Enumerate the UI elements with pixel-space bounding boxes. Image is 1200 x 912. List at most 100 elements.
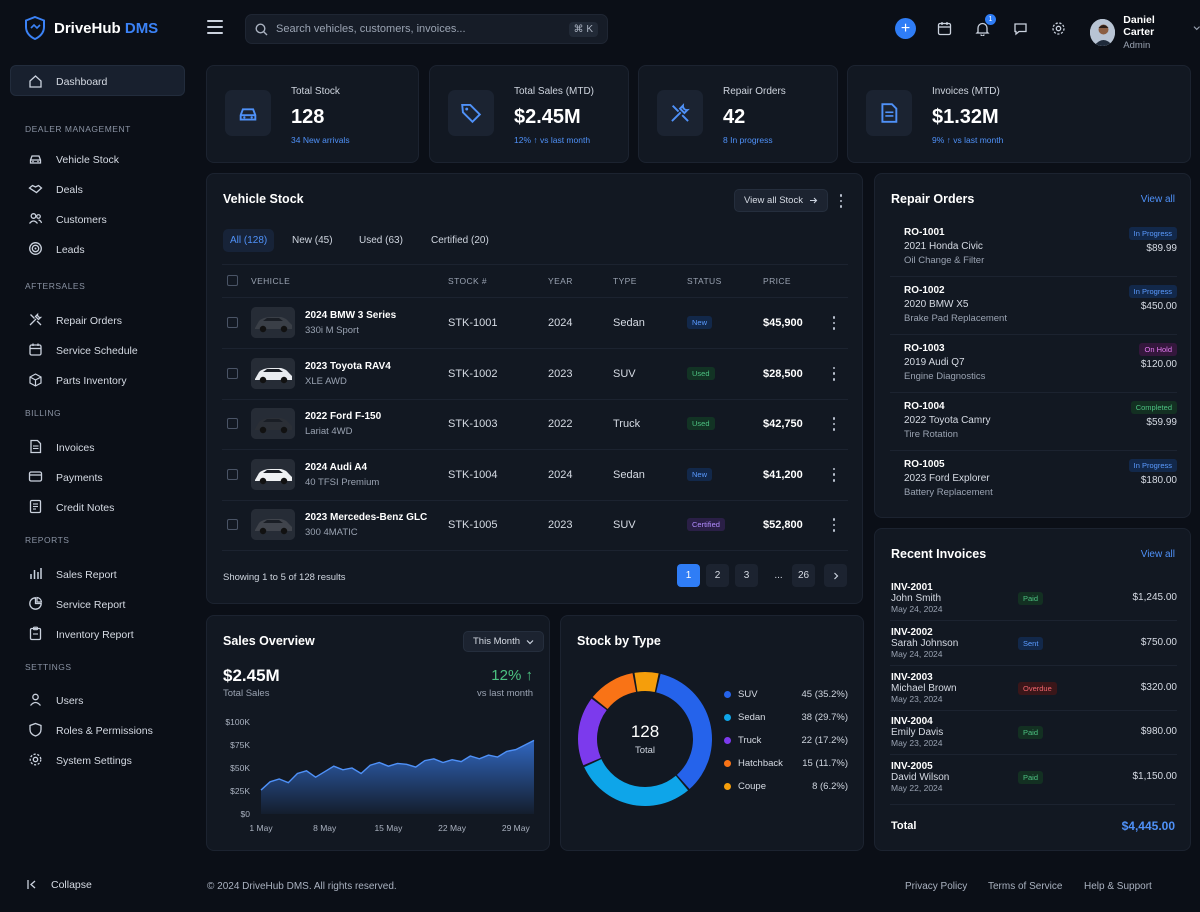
clipboard-icon: [28, 626, 43, 644]
row-more-icon[interactable]: [832, 417, 836, 431]
row-checkbox[interactable]: [227, 418, 238, 429]
sidebar-item-payments[interactable]: Payments: [28, 469, 103, 487]
row-divider: [890, 276, 1177, 277]
user-menu[interactable]: Daniel Carter Admin: [1090, 14, 1200, 51]
row-checkbox[interactable]: [227, 468, 238, 480]
donut-slice-hatchback: [592, 673, 637, 709]
invoice-item[interactable]: INV-2001 John Smith May 24, 2024 Paid $1,245…: [875, 580, 1192, 624]
bell-icon[interactable]: 1: [972, 13, 996, 39]
menu-icon[interactable]: [207, 20, 223, 34]
repair-order-amount: $120.00: [1140, 359, 1177, 370]
repair-order-id: RO-1001: [904, 227, 945, 238]
footer-link[interactable]: Terms of Service: [988, 881, 1063, 892]
row-checkbox[interactable]: [227, 519, 238, 530]
row-more-icon[interactable]: [832, 366, 836, 381]
more-options-icon[interactable]: [839, 194, 843, 208]
select-all-checkbox[interactable]: [227, 275, 238, 286]
collapse-button[interactable]: Collapse: [26, 878, 92, 891]
legend-label: Truck: [738, 735, 762, 746]
gear-icon[interactable]: [1048, 19, 1068, 39]
stock-by-type-card: Stock by Type 128 Total SUV 45 (35.2%) Sed…: [560, 615, 864, 851]
repair-order-item[interactable]: RO-1005 2023 Ford Explorer Battery Replace…: [875, 453, 1192, 511]
stat-card: Repair Orders 42 8 In progress: [638, 65, 838, 163]
page-button[interactable]: 3: [735, 564, 758, 587]
invoice-item[interactable]: INV-2004 Emily Davis May 23, 2024 Paid $980.…: [875, 714, 1192, 758]
sidebar-item-credit-notes[interactable]: Credit Notes: [28, 499, 114, 517]
table-row[interactable]: 2024 BMW 3 Series 330i M Sport STK-1001 202…: [207, 298, 864, 349]
table-row[interactable]: 2023 Toyota RAV4 XLE AWD STK-1002 2023 SUV Us…: [207, 349, 864, 400]
legend-label: Hatchback: [738, 758, 783, 769]
sidebar-item-roles-permissions[interactable]: Roles & Permissions: [28, 722, 153, 740]
sidebar-item-leads[interactable]: Leads: [28, 241, 85, 259]
sidebar-item-invoices[interactable]: Invoices: [28, 439, 95, 457]
sidebar-item-dashboard[interactable]: [10, 65, 185, 96]
calendar-icon: [28, 342, 43, 360]
row-more-icon[interactable]: [832, 316, 836, 330]
tab-new[interactable]: New (45): [292, 235, 333, 246]
invoices-total-value: $4,445.00: [1121, 819, 1175, 833]
row-checkbox[interactable]: [227, 317, 238, 328]
table-row[interactable]: 2022 Ford F-150 Lariat 4WD STK-1003 2022 Tru…: [207, 399, 864, 450]
invoice-customer: Sarah Johnson: [891, 637, 959, 649]
tools-icon: [28, 312, 43, 330]
sidebar-item-service-schedule[interactable]: Service Schedule: [28, 342, 138, 360]
brand-logo[interactable]: DriveHub DMS: [24, 16, 158, 40]
search-bar[interactable]: ⌘ K: [245, 14, 608, 44]
invoices-view-all-link[interactable]: View all: [1140, 549, 1175, 560]
period-select[interactable]: This Month: [463, 631, 544, 652]
sidebar-item-users[interactable]: Users: [28, 692, 83, 710]
chat-icon[interactable]: [1010, 19, 1030, 39]
sidebar-item-service-report[interactable]: Service Report: [28, 596, 125, 614]
calendar-icon[interactable]: [934, 19, 954, 39]
invoice-item[interactable]: INV-2002 Sarah Johnson May 24, 2024 Sent $75…: [875, 625, 1192, 669]
status-badge: In Progress: [1128, 227, 1177, 240]
table-row[interactable]: 2024 Audi A4 40 TFSI Premium STK-1004 2024 S…: [207, 450, 864, 501]
tab-used[interactable]: Used (63): [359, 235, 403, 246]
repair-order-item[interactable]: RO-1001 2021 Honda Civic Oil Change & Filt…: [875, 221, 1192, 279]
invoice-id: INV-2001: [891, 582, 933, 593]
sidebar-item-sales-report[interactable]: Sales Report: [28, 566, 117, 584]
repair-order-vehicle: 2020 BMW X5: [904, 299, 969, 310]
row-more-icon[interactable]: [832, 518, 836, 532]
stat-value: 128: [291, 106, 325, 128]
table-row[interactable]: 2023 Mercedes-Benz GLC 300 4MATIC STK-1005…: [207, 500, 864, 551]
invoice-date: May 23, 2024: [891, 738, 943, 749]
next-page-button[interactable]: [824, 564, 847, 587]
page-button[interactable]: 26: [792, 564, 816, 587]
footer-link[interactable]: Privacy Policy: [905, 881, 968, 892]
invoice-item[interactable]: INV-2005 David Wilson May 22, 2024 Paid $1,1…: [875, 759, 1192, 803]
view-all-stock-button[interactable]: View all Stock: [734, 189, 828, 212]
sales-change-label: vs last month: [477, 688, 533, 699]
row-more-icon[interactable]: [832, 467, 836, 482]
sidebar-item-parts-inventory[interactable]: Parts Inventory: [28, 372, 127, 390]
sidebar-item-inventory-report[interactable]: Inventory Report: [28, 626, 134, 644]
repair-order-item[interactable]: RO-1003 2019 Audi Q7 Engine Diagnostics On …: [875, 337, 1192, 395]
invoice-id: INV-2003: [891, 671, 933, 683]
invoice-item[interactable]: INV-2003 Michael Brown May 23, 2024 Overdue…: [875, 670, 1192, 714]
x-tick-label: 15 May: [374, 823, 403, 833]
repair-order-item[interactable]: RO-1002 2020 BMW X5 Brake Pad Replacement I…: [875, 279, 1192, 337]
add-button[interactable]: +: [895, 18, 916, 39]
sidebar-item-system-settings[interactable]: System Settings: [28, 752, 132, 770]
sidebar-item-deals[interactable]: Deals: [28, 181, 83, 199]
page-button[interactable]: 1: [677, 564, 700, 587]
y-tick-label: $100K: [225, 717, 250, 727]
repair-order-item[interactable]: RO-1004 2022 Toyota Camry Tire Rotation Com…: [875, 395, 1192, 453]
column-header: VEHICLE: [251, 276, 291, 286]
search-shortcut: ⌘ K: [568, 21, 598, 37]
tab-all[interactable]: All (128): [223, 229, 275, 252]
sidebar-item-dashboard-content[interactable]: Dashboard: [28, 74, 107, 89]
repair-orders-view-all-link[interactable]: View all: [1140, 194, 1175, 205]
sidebar-item-repair-orders[interactable]: Repair Orders: [28, 312, 122, 330]
sidebar-item-label: Leads: [56, 244, 85, 256]
row-checkbox[interactable]: [227, 367, 238, 379]
footer-link[interactable]: Help & Support: [1084, 881, 1152, 892]
legend-label: Sedan: [738, 712, 766, 723]
page-button[interactable]: 2: [706, 564, 729, 587]
column-header: YEAR: [548, 276, 573, 286]
y-tick-label: $25K: [230, 786, 250, 796]
search-input[interactable]: [276, 23, 561, 35]
sidebar-item-vehicle-stock[interactable]: Vehicle Stock: [28, 151, 119, 169]
sidebar-item-customers[interactable]: Customers: [28, 211, 107, 229]
tab-certified[interactable]: Certified (20): [431, 235, 489, 246]
